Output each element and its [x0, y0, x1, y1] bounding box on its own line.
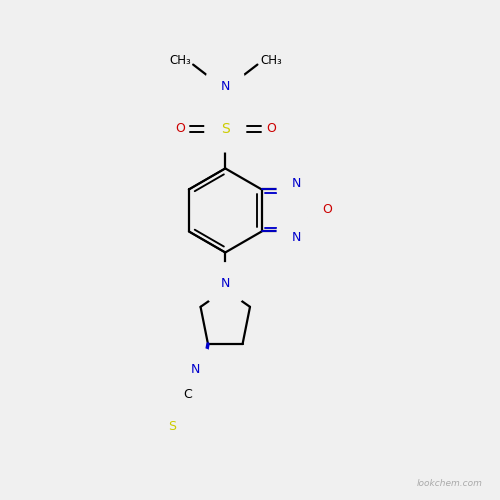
Text: O: O — [175, 122, 184, 136]
Text: lookchem.com: lookchem.com — [416, 480, 482, 488]
Text: N: N — [292, 177, 301, 190]
Text: S: S — [168, 420, 176, 433]
Text: S: S — [221, 122, 230, 136]
Text: CH₃: CH₃ — [169, 54, 190, 67]
Text: C: C — [183, 388, 192, 401]
Text: O: O — [266, 122, 276, 136]
Text: N: N — [220, 277, 230, 290]
Text: O: O — [322, 203, 332, 216]
Text: N: N — [292, 231, 301, 244]
Text: CH₃: CH₃ — [260, 54, 281, 67]
Text: N: N — [190, 362, 200, 376]
Text: N: N — [220, 80, 230, 94]
